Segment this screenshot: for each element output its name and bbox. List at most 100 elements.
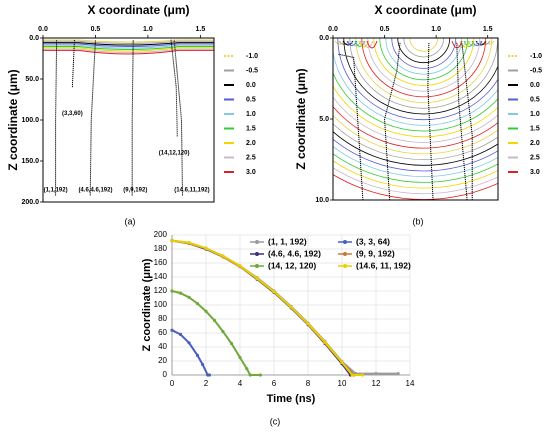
contour-line <box>43 39 214 43</box>
x-tick-label: 14 <box>406 379 415 388</box>
trajectory <box>131 39 134 196</box>
point <box>221 330 225 334</box>
contour-line <box>43 43 214 47</box>
legend-marker <box>343 240 347 244</box>
contour-line <box>333 114 498 155</box>
trajectory-label: (9,9,192) <box>123 187 147 193</box>
legend-label: 0.5 <box>530 96 540 103</box>
point <box>178 291 183 295</box>
trajectory <box>173 39 184 196</box>
y-tick-label: 0 <box>163 370 168 379</box>
contour-line <box>333 85 498 138</box>
contour-group <box>333 38 498 200</box>
point <box>374 372 378 376</box>
y-tick-label: 5.0 <box>319 116 329 123</box>
y-tick-label: 20 <box>158 356 167 365</box>
contour-line <box>43 46 214 50</box>
legend-marker <box>255 264 259 268</box>
legend-label: 1.0 <box>530 111 540 118</box>
y-tick-label: 160 <box>154 258 168 267</box>
y-axis-title: Z coordinate (μm) <box>141 258 153 351</box>
point <box>207 373 211 377</box>
contour-line <box>361 38 487 98</box>
point <box>350 373 354 377</box>
y-tick-label: 100.0 <box>21 117 39 124</box>
y-tick-label: 120 <box>154 286 168 295</box>
point <box>201 362 205 367</box>
point <box>229 341 234 346</box>
contour-line <box>337 38 498 121</box>
contour-line <box>333 146 498 178</box>
point <box>340 360 344 364</box>
x-axis-title: X coordinate (μm) <box>87 3 189 17</box>
contour-line <box>43 48 214 53</box>
x-tick-label: 4 <box>238 379 243 388</box>
caption: (b) <box>413 216 424 226</box>
y-tick-label: 80 <box>158 314 167 323</box>
contour-line <box>373 38 475 86</box>
trajectory <box>55 39 58 196</box>
contour-line <box>403 38 445 58</box>
point <box>245 367 249 371</box>
contour-line <box>350 40 479 47</box>
legend-label: (4.6, 4.6, 192) <box>268 248 321 258</box>
legend-marker <box>255 252 259 256</box>
contour-line <box>333 131 498 166</box>
contour-line <box>333 49 498 126</box>
x-axis-title: Time (ns) <box>267 393 316 405</box>
caption: (c) <box>270 416 281 426</box>
contour-group <box>43 39 214 55</box>
point <box>195 302 200 306</box>
legend-label: (14, 12, 120) <box>268 260 316 270</box>
point <box>170 289 174 293</box>
contour-line <box>362 40 467 48</box>
legend-label: 0.0 <box>530 82 540 89</box>
point <box>258 373 262 377</box>
legend-label: 2.0 <box>530 140 540 147</box>
y-tick-label: 200 <box>154 230 168 239</box>
point <box>360 373 364 377</box>
legend-label: 1.5 <box>530 125 540 132</box>
point <box>238 264 242 268</box>
contour-line <box>333 71 498 132</box>
legend-marker <box>255 240 259 244</box>
legend-label: 2.0 <box>246 140 256 147</box>
x-tick-label: 8 <box>306 379 311 388</box>
contour-line <box>333 123 498 160</box>
point <box>248 373 252 377</box>
contour-line <box>43 44 214 49</box>
legend-label: 2.5 <box>246 154 256 161</box>
contour-line <box>333 160 498 189</box>
x-tick-label: 2 <box>204 379 209 388</box>
contour-line <box>333 96 498 143</box>
point <box>396 372 400 376</box>
legend-label: -0.5 <box>246 67 258 74</box>
legend-label: -0.5 <box>530 67 542 74</box>
trajectory-label: (14.6,11,192) <box>174 187 209 193</box>
y-tick-label: 10.0 <box>315 197 329 204</box>
trajectory <box>461 42 473 200</box>
contour-line <box>333 167 498 195</box>
series-line <box>171 239 355 376</box>
x-tick-label: 1.5 <box>195 26 205 33</box>
y-tick-label: 0.0 <box>319 35 329 42</box>
legend-label: -1.0 <box>530 53 542 60</box>
trajectory <box>338 53 364 201</box>
contour-line <box>333 105 498 149</box>
y-tick-label: 140 <box>154 272 168 281</box>
y-axis-title: Z coordinate (μm) <box>294 68 308 169</box>
contour-line <box>385 38 463 75</box>
contour-line <box>333 153 498 183</box>
contour-line <box>343 38 498 115</box>
point <box>170 239 174 243</box>
trajectory-label: (4.6,4.6,192) <box>78 187 112 193</box>
trajectory-label: (3,3,60) <box>62 111 83 117</box>
legend-marker <box>343 264 347 268</box>
y-tick-label: 100 <box>154 300 168 309</box>
x-tick-label: 1.0 <box>143 26 153 33</box>
contour-line <box>409 38 439 52</box>
trajectory <box>89 39 96 196</box>
contour-line <box>367 38 481 92</box>
y-tick-label: 150.0 <box>21 158 39 165</box>
x-tick-label: 1.0 <box>431 26 441 33</box>
